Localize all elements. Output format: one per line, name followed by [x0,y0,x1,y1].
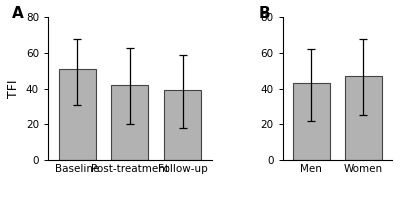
Bar [112,85,148,160]
Y-axis label: TFI: TFI [7,79,20,98]
Bar [293,83,330,160]
Bar [164,90,201,160]
Bar [58,69,96,160]
Text: B: B [259,6,270,21]
Bar [345,76,382,160]
Text: A: A [12,6,24,21]
